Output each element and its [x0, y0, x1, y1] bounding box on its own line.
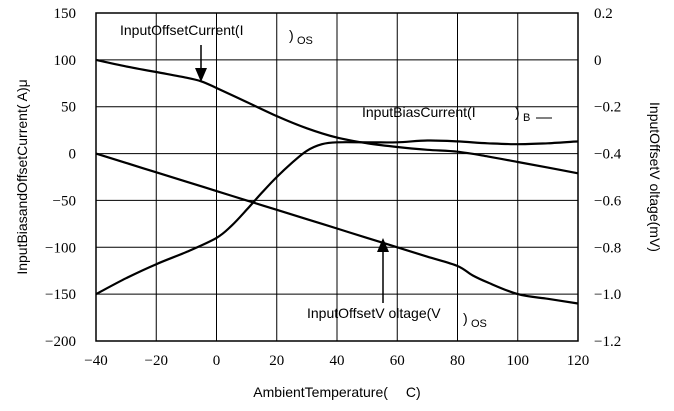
svg-text:InputOffsetCurrent(I: InputOffsetCurrent(I [120, 22, 243, 38]
offset-voltage-arrowhead [377, 238, 389, 252]
annotation-offset-voltage: InputOffsetV oltage(V ) OS [307, 238, 487, 330]
y-axis-right-label: InputOffsetV oltage(mV) [647, 102, 663, 252]
x-tick-label: −40 [84, 353, 107, 369]
series-line-offset-voltage [95, 152, 579, 305]
y-left-tick-label: −150 [45, 287, 76, 303]
y-left-tick-label: 100 [54, 53, 77, 69]
y-right-tick-label: −0.2 [594, 100, 621, 116]
y-right-tick-label: −1.2 [594, 334, 621, 350]
svg-text:OS: OS [471, 318, 487, 330]
y-right-tick-label: 0.2 [594, 6, 613, 22]
y-right-tick-label: −0.6 [594, 193, 622, 209]
x-axis-label: AmbientTemperature(C) [253, 384, 420, 400]
series-line-bias-current [95, 139, 579, 296]
y-right-tick-label: −1.0 [594, 287, 621, 303]
x-tick-label: 60 [390, 353, 405, 369]
svg-text:InputOffsetV oltage(V: InputOffsetV oltage(V [307, 305, 441, 321]
y-left-tick-label: −200 [45, 334, 76, 350]
x-tick-label: 40 [330, 353, 345, 369]
y-right-tick-label: −0.4 [594, 147, 622, 163]
x-tick-label: 100 [507, 353, 530, 369]
series-line-offset-current [95, 58, 579, 175]
x-tick-label: 20 [269, 353, 284, 369]
x-tick-label: −20 [145, 353, 168, 369]
x-tick-label: 120 [567, 353, 590, 369]
annotation-bias-current: InputBiasCurrent(I ) B [362, 104, 552, 124]
plot-border [95, 12, 579, 342]
y-axis-left-label: InputBiasandOffsetCurrent( A)μ [14, 79, 30, 274]
y-left-tick-label: −100 [45, 240, 76, 256]
grid [96, 13, 578, 341]
y-left-tick-label: 0 [69, 147, 77, 163]
svg-text:B: B [523, 112, 530, 124]
x-tick-label: 80 [450, 353, 465, 369]
y-right-tick-label: 0 [594, 53, 602, 69]
svg-text:): ) [289, 27, 294, 43]
x-tick-label: 0 [213, 353, 221, 369]
annotation-offset-current: InputOffsetCurrent(I ) OS [120, 22, 313, 82]
svg-text:): ) [463, 310, 468, 326]
svg-text:): ) [515, 104, 520, 120]
y-left-tick-label: 50 [61, 100, 76, 116]
y-left-tick-label: 150 [54, 6, 77, 22]
svg-text:InputBiasCurrent(I: InputBiasCurrent(I [362, 104, 476, 120]
svg-text:OS: OS [297, 35, 313, 47]
tick-labels: −40 −20 0 20 40 60 80 100 120150100500−50−100−15… [45, 6, 622, 369]
y-left-tick-label: −50 [53, 193, 76, 209]
offset-current-arrowhead [195, 68, 207, 82]
plot-frame [95, 12, 579, 342]
y-right-tick-label: −0.8 [594, 240, 621, 256]
series-layer [95, 58, 579, 305]
